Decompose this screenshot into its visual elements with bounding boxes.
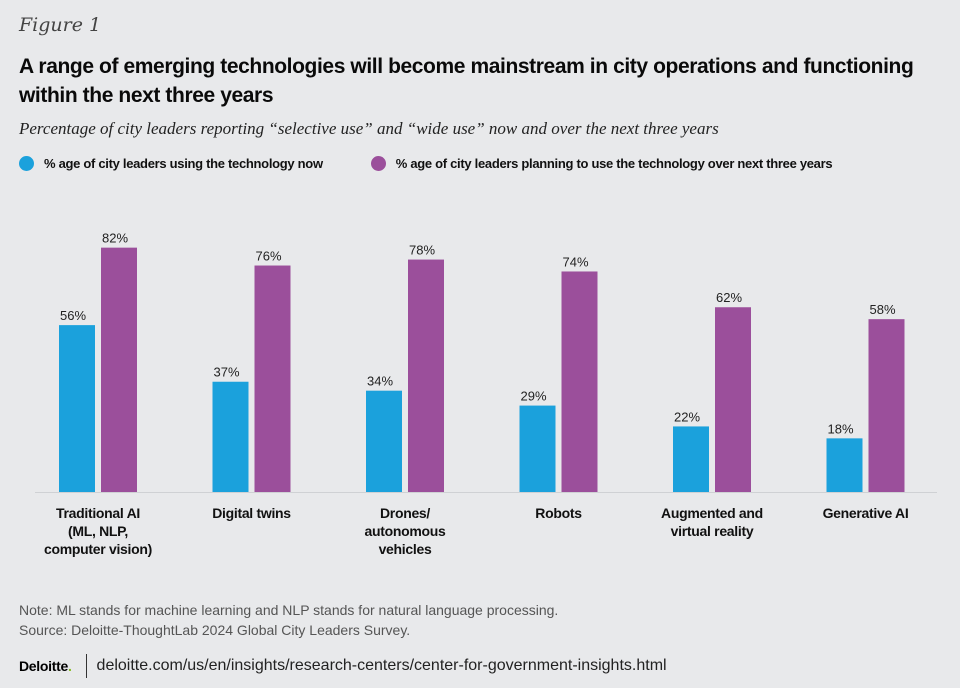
data-label: 29% xyxy=(521,389,547,404)
logo-text: Deloitte xyxy=(19,658,68,674)
bar-planned xyxy=(561,271,598,492)
logo-dot: . xyxy=(67,658,72,674)
data-label: 22% xyxy=(674,409,700,424)
bar-now xyxy=(366,390,402,492)
figure-label: Figure 1 xyxy=(19,14,102,36)
bar-now xyxy=(212,381,249,492)
bar-now xyxy=(673,426,709,492)
legend: % age of city leaders using the technolo… xyxy=(19,156,833,171)
legend-label-planned: % age of city leaders planning to use th… xyxy=(395,156,833,171)
data-label: 34% xyxy=(367,374,393,389)
bar-planned xyxy=(868,319,905,492)
category-label: Drones/ autonomous vehicles xyxy=(364,505,446,557)
bar-planned xyxy=(408,259,444,492)
chart-title: A range of emerging technologies will be… xyxy=(19,55,914,107)
category-label: Traditional AI (ML, NLP, computer vision… xyxy=(44,505,152,557)
bar-now xyxy=(519,405,556,492)
data-label: 37% xyxy=(214,365,240,380)
bar-planned xyxy=(101,247,137,492)
legend-label-now: % age of city leaders using the technolo… xyxy=(44,156,323,171)
bar-now xyxy=(59,325,95,492)
data-label: 18% xyxy=(828,421,854,436)
data-label: 56% xyxy=(60,308,86,323)
category-label: Augmented and virtual reality xyxy=(661,505,763,539)
source-text: Source: Deloitte-ThoughtLab 2024 Global … xyxy=(19,622,411,638)
data-label: 76% xyxy=(256,249,282,264)
deloitte-logo: Deloitte. xyxy=(19,658,72,674)
data-label: 74% xyxy=(563,254,589,269)
chart-subtitle: Percentage of city leaders reporting “se… xyxy=(19,119,719,138)
category-label: Digital twins xyxy=(212,505,291,521)
data-label: 62% xyxy=(716,290,742,305)
data-label: 82% xyxy=(102,231,128,246)
legend-swatch-planned xyxy=(370,156,386,171)
data-label: 78% xyxy=(409,243,435,258)
footer-url[interactable]: deloitte.com/us/en/insights/research-cen… xyxy=(96,657,667,674)
note-text: Note: ML stands for machine learning and… xyxy=(19,602,559,618)
notes: Note: ML stands for machine learning and… xyxy=(19,600,558,640)
bar-planned xyxy=(254,265,291,492)
legend-item-planned: % age of city leaders planning to use th… xyxy=(370,156,833,171)
category-label: Generative AI xyxy=(822,505,909,521)
category-label: Robots xyxy=(535,505,582,521)
legend-item-now: % age of city leaders using the technolo… xyxy=(19,156,323,171)
bar-now xyxy=(826,438,863,492)
bar-planned xyxy=(715,307,751,492)
legend-swatch-now xyxy=(19,156,34,171)
data-label: 58% xyxy=(870,302,896,317)
footer-divider xyxy=(85,654,87,678)
footer: Deloitte. deloitte.com/us/en/insights/re… xyxy=(19,654,667,678)
